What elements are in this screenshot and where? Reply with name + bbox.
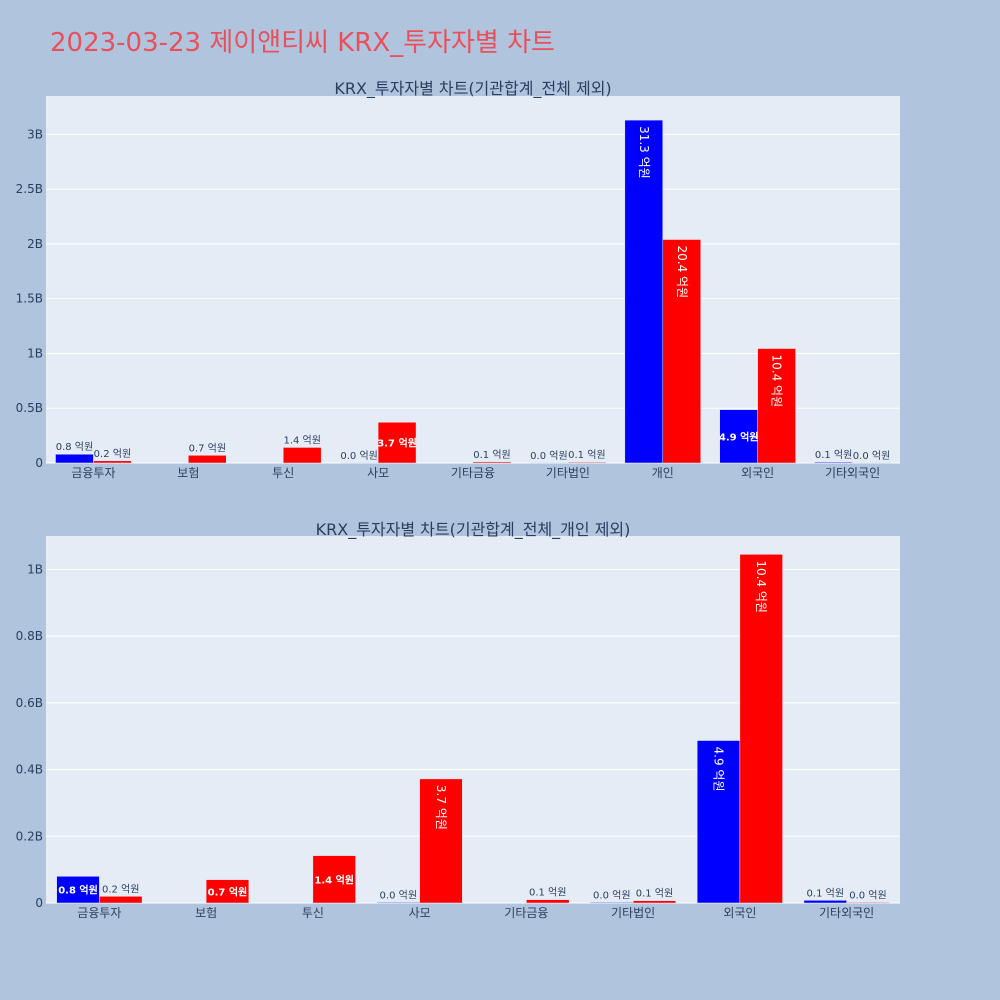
bar bbox=[696, 740, 741, 904]
bar bbox=[814, 461, 853, 464]
chart-title: KRX_투자자별 차트(기관합계_전체_개인 제외) bbox=[316, 520, 631, 540]
x-tick-label: 외국인 bbox=[723, 906, 756, 920]
x-tick-label: 사모 bbox=[409, 906, 431, 920]
bar bbox=[472, 461, 512, 464]
x-tick-label: 개인 bbox=[652, 466, 674, 480]
data-label: 0.0 억원 bbox=[340, 450, 377, 462]
bar bbox=[93, 460, 132, 464]
y-tick-label: 1B bbox=[27, 562, 43, 576]
bar bbox=[56, 876, 100, 904]
data-label: 20.4 억원 bbox=[675, 246, 689, 299]
bar bbox=[419, 778, 463, 904]
bar bbox=[99, 896, 143, 904]
data-label: 0.0 억원 bbox=[849, 889, 886, 901]
bar bbox=[719, 409, 758, 464]
data-label: 4.9 억원 bbox=[712, 747, 726, 792]
y-tick-label: 0.6B bbox=[16, 696, 43, 710]
x-tick-label: 사모 bbox=[367, 466, 389, 480]
bar bbox=[55, 453, 94, 464]
data-label: 0.8 억원 bbox=[58, 884, 98, 897]
bar bbox=[188, 455, 227, 464]
data-label: 0.0 억원 bbox=[853, 450, 890, 462]
data-label: 3.7 억원 bbox=[377, 437, 417, 450]
x-tick-label: 기타외국인 bbox=[819, 906, 874, 920]
x-tick-label: 기타법인 bbox=[611, 906, 655, 920]
y-tick-label: 1.5B bbox=[16, 292, 43, 306]
bar bbox=[624, 119, 664, 464]
x-tick-label: 기타금융 bbox=[451, 466, 495, 480]
bar bbox=[526, 899, 570, 904]
x-tick-label: 투신 bbox=[302, 906, 324, 920]
y-tick-label: 2B bbox=[27, 237, 43, 251]
data-label: 0.1 억원 bbox=[568, 449, 605, 461]
data-label: 0.0 억원 bbox=[530, 450, 567, 462]
chart-top: 0 0.5B 1B 1.5B 2B 2.5B 3B KRX_투자자별 차트(기관합계_전체 제… bbox=[16, 79, 900, 480]
y-tick-label: 1B bbox=[27, 346, 43, 360]
x-tick-label: 금융투자 bbox=[71, 466, 115, 480]
y-tick-label: 2.5B bbox=[16, 182, 43, 196]
x-tick-label: 투신 bbox=[272, 466, 294, 480]
data-label: 1.4 억원 bbox=[283, 434, 320, 446]
bar bbox=[662, 239, 701, 464]
bar bbox=[632, 900, 677, 904]
bar bbox=[377, 421, 417, 464]
y-tick-label: 0.8B bbox=[16, 629, 43, 643]
data-label: 0.0 억원 bbox=[380, 889, 417, 901]
y-tick-label: 3B bbox=[27, 127, 43, 141]
data-label: 0.8 억원 bbox=[56, 441, 93, 453]
bar bbox=[205, 879, 250, 904]
data-label: 1.4 억원 bbox=[314, 873, 354, 886]
page-title: 2023-03-23 제이앤티씨 KRX_투자자별 차트 bbox=[50, 28, 555, 58]
bar bbox=[757, 348, 796, 464]
data-label: 10.4 억원 bbox=[754, 560, 768, 613]
y-tick-label: 0 bbox=[35, 456, 43, 470]
x-tick-label: 금융투자 bbox=[77, 906, 121, 920]
data-label: 0.0 억원 bbox=[593, 889, 630, 901]
y-tick-label: 0.4B bbox=[16, 763, 43, 777]
data-label: 3.7 억원 bbox=[434, 785, 448, 830]
x-tick-label: 보험 bbox=[195, 906, 217, 920]
data-label: 0.2 억원 bbox=[102, 883, 139, 895]
bar bbox=[312, 855, 356, 904]
x-tick-label: 기타금융 bbox=[504, 906, 548, 920]
bar bbox=[739, 554, 783, 904]
data-label: 0.1 억원 bbox=[636, 888, 673, 900]
bar bbox=[376, 902, 420, 904]
bar bbox=[846, 902, 890, 904]
data-label: 0.7 억원 bbox=[189, 442, 226, 454]
chart-title: KRX_투자자별 차트(기관합계_전체 제외) bbox=[334, 79, 611, 99]
data-label: 0.7 억원 bbox=[208, 885, 248, 898]
bar bbox=[567, 461, 607, 464]
data-label: 0.1 억원 bbox=[529, 887, 566, 899]
y-tick-label: 0 bbox=[35, 896, 43, 910]
x-tick-label: 기타외국인 bbox=[825, 466, 880, 480]
data-label: 0.1 억원 bbox=[473, 449, 510, 461]
data-label: 31.3 억원 bbox=[637, 126, 651, 179]
bar bbox=[803, 900, 847, 904]
data-label: 4.9 억원 bbox=[719, 430, 759, 443]
data-label: 0.2 억원 bbox=[94, 448, 131, 460]
x-tick-label: 기타법인 bbox=[546, 466, 590, 480]
data-label: 0.1 억원 bbox=[807, 887, 844, 899]
x-tick-label: 외국인 bbox=[741, 466, 774, 480]
bar bbox=[590, 902, 634, 904]
data-label: 10.4 억원 bbox=[770, 355, 784, 408]
y-tick-label: 0.5B bbox=[16, 401, 43, 415]
x-tick-label: 보험 bbox=[177, 466, 199, 480]
bar bbox=[282, 447, 322, 464]
chart-bottom: 0 0.2B 0.4B 0.6B 0.8B 1B KRX_투자자별 차트(기관합계_전체_개… bbox=[16, 520, 900, 920]
y-tick-label: 0.2B bbox=[16, 829, 43, 843]
data-label: 0.1 억원 bbox=[815, 449, 852, 461]
